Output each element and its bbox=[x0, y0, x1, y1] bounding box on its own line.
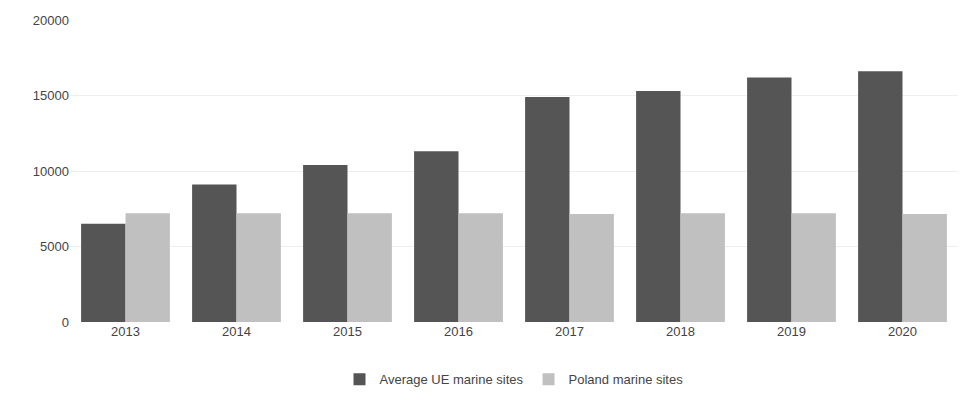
svg-text:Poland marine sites: Poland marine sites bbox=[569, 372, 684, 387]
svg-text:2019: 2019 bbox=[777, 324, 806, 339]
svg-text:5000: 5000 bbox=[40, 239, 69, 254]
svg-text:2018: 2018 bbox=[666, 324, 695, 339]
svg-text:2017: 2017 bbox=[555, 324, 584, 339]
svg-text:Average UE marine sites: Average UE marine sites bbox=[380, 372, 524, 387]
svg-text:15000: 15000 bbox=[33, 88, 69, 103]
svg-text:10000: 10000 bbox=[33, 164, 69, 179]
svg-text:2014: 2014 bbox=[222, 324, 251, 339]
svg-text:2013: 2013 bbox=[111, 324, 140, 339]
svg-text:0: 0 bbox=[62, 315, 69, 330]
svg-text:2016: 2016 bbox=[444, 324, 473, 339]
svg-text:20000: 20000 bbox=[33, 13, 69, 28]
svg-text:2015: 2015 bbox=[333, 324, 362, 339]
svg-text:2020: 2020 bbox=[888, 324, 917, 339]
